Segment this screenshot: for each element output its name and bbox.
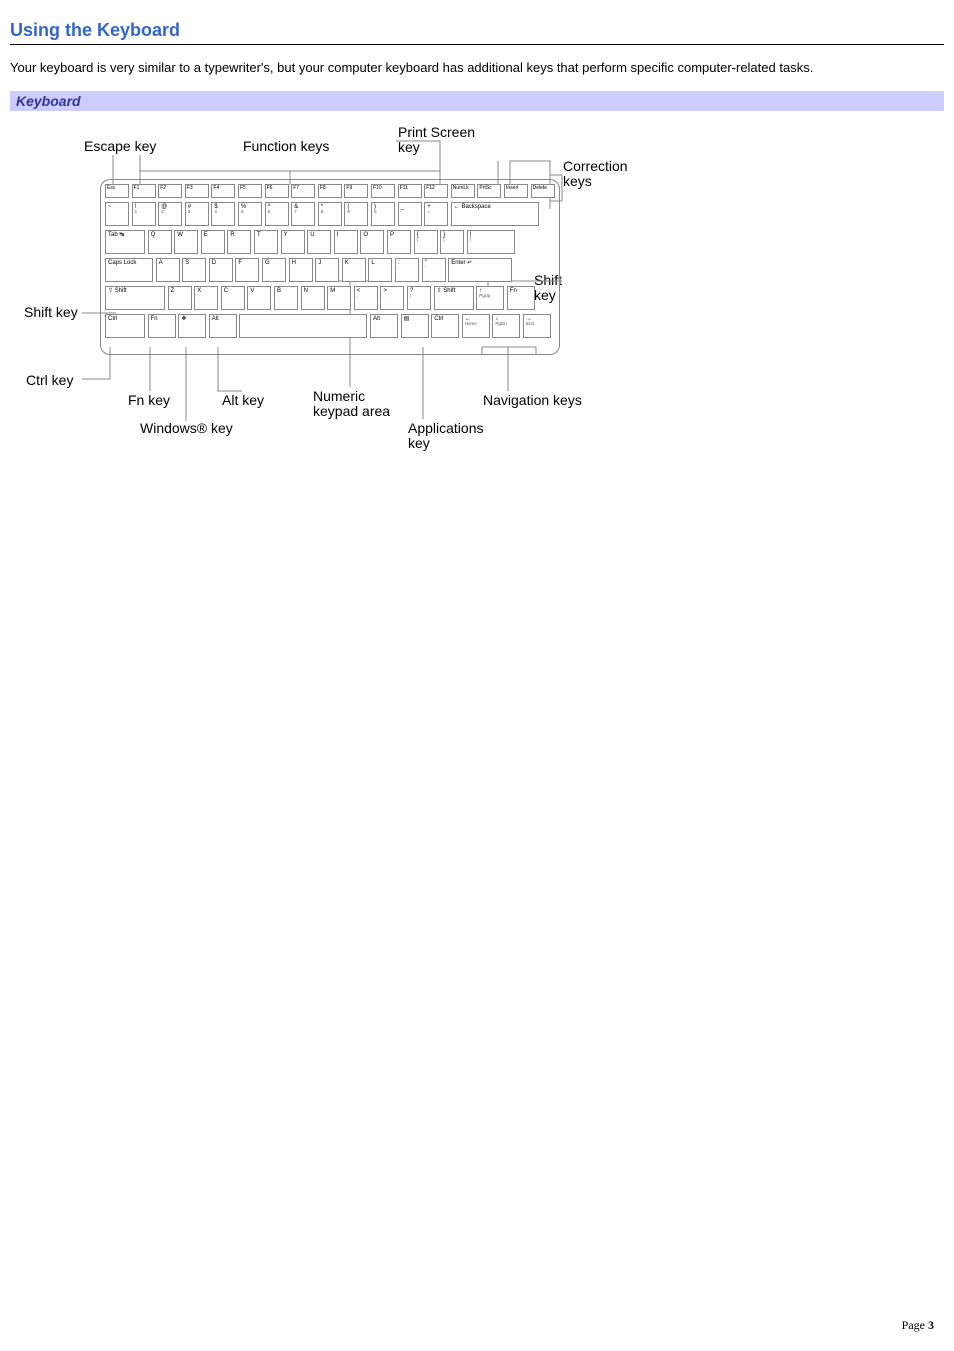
key: (9 xyxy=(344,202,368,226)
key xyxy=(239,314,367,338)
key: {[ xyxy=(414,230,438,254)
key: ⇧ Shift xyxy=(105,286,165,310)
key: F2 xyxy=(158,184,182,198)
key: K xyxy=(342,258,366,282)
key: <, xyxy=(354,286,378,310)
key: |\ xyxy=(467,230,515,254)
key: F8 xyxy=(318,184,342,198)
key: F xyxy=(235,258,259,282)
key: ^6 xyxy=(265,202,289,226)
key: @2 xyxy=(158,202,182,226)
key: Fn xyxy=(148,314,176,338)
key: F7 xyxy=(291,184,315,198)
key: F11 xyxy=(398,184,422,198)
key: W xyxy=(174,230,198,254)
key: E xyxy=(201,230,225,254)
key: M xyxy=(327,286,351,310)
key: F3 xyxy=(185,184,209,198)
key: $4 xyxy=(211,202,235,226)
key: ↓PgDn xyxy=(492,314,520,338)
key: F9 xyxy=(344,184,368,198)
key: Y xyxy=(281,230,305,254)
key: F10 xyxy=(371,184,395,198)
key: Insert xyxy=(504,184,528,198)
page-number: 3 xyxy=(928,1318,934,1332)
key: V xyxy=(247,286,271,310)
footer-label: Page xyxy=(902,1318,925,1332)
intro-paragraph: Your keyboard is very similar to a typew… xyxy=(10,59,944,77)
key: F5 xyxy=(238,184,262,198)
key: R xyxy=(227,230,251,254)
key: F1 xyxy=(132,184,156,198)
key: !1 xyxy=(132,202,156,226)
key: T xyxy=(254,230,278,254)
page-footer: Page 3 xyxy=(902,1318,934,1333)
key: H xyxy=(289,258,313,282)
key: ?/ xyxy=(407,286,431,310)
page-title: Using the Keyboard xyxy=(10,20,944,45)
key: Esc xyxy=(105,184,129,198)
key: X xyxy=(194,286,218,310)
key: ←Home xyxy=(462,314,490,338)
key: &7 xyxy=(291,202,315,226)
key: *8 xyxy=(318,202,342,226)
key: ← Backspace xyxy=(451,202,539,226)
key: Ctrl xyxy=(431,314,459,338)
key: ▤ xyxy=(401,314,429,338)
key: _- xyxy=(398,202,422,226)
key: G xyxy=(262,258,286,282)
key: Fn xyxy=(507,286,535,310)
key: ↑PgUp xyxy=(476,286,504,310)
key: ⇧ Shift xyxy=(434,286,474,310)
key: S xyxy=(182,258,206,282)
key: NumLk xyxy=(451,184,475,198)
key: C xyxy=(221,286,245,310)
key: Enter ↵ xyxy=(448,258,512,282)
key: F12 xyxy=(424,184,448,198)
key: %5 xyxy=(238,202,262,226)
key: Z xyxy=(168,286,192,310)
key: B xyxy=(274,286,298,310)
key: #3 xyxy=(185,202,209,226)
key: F4 xyxy=(211,184,235,198)
key: += xyxy=(424,202,448,226)
key: Ctrl xyxy=(105,314,145,338)
key: Q xyxy=(148,230,172,254)
key: Delete xyxy=(531,184,555,198)
key: A xyxy=(156,258,180,282)
key: ❖ xyxy=(178,314,206,338)
key: N xyxy=(301,286,325,310)
key: P xyxy=(387,230,411,254)
key: >. xyxy=(380,286,404,310)
key: Caps Lock xyxy=(105,258,153,282)
key: }] xyxy=(440,230,464,254)
key: L xyxy=(368,258,392,282)
key: "' xyxy=(422,258,446,282)
key: O xyxy=(360,230,384,254)
key: PrtSc xyxy=(477,184,501,198)
key: D xyxy=(209,258,233,282)
key: :; xyxy=(395,258,419,282)
keyboard-diagram: Escape key Function keys Print Screen ke… xyxy=(10,121,650,481)
section-heading-keyboard: Keyboard xyxy=(10,91,944,111)
key: )0 xyxy=(371,202,395,226)
key: Alt xyxy=(209,314,237,338)
key: J xyxy=(315,258,339,282)
key: ~` xyxy=(105,202,129,226)
key: Alt xyxy=(370,314,398,338)
key: →End xyxy=(523,314,551,338)
key: U xyxy=(307,230,331,254)
key: Tab ↹ xyxy=(105,230,145,254)
key: F6 xyxy=(265,184,289,198)
keyboard-layout: EscF1F2F3F4F5F6F7F8F9F10F11F12NumLkPrtSc… xyxy=(100,179,560,355)
key: I xyxy=(334,230,358,254)
